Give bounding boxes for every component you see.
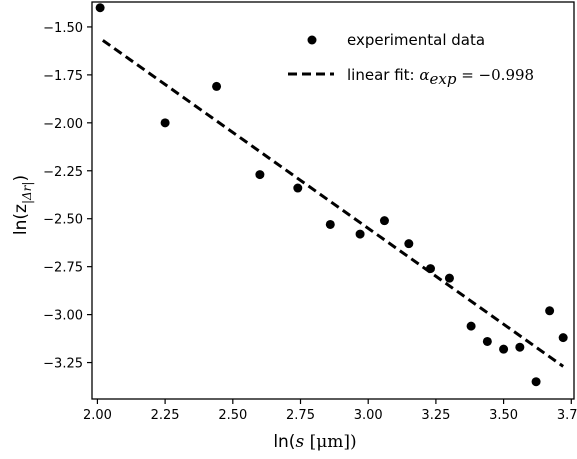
x-tick-label: 3.50 <box>489 408 518 423</box>
data-point <box>482 336 492 346</box>
data-point <box>466 321 476 331</box>
x-tick-label: 3.75 <box>557 408 577 423</box>
legend-label-points: experimental data <box>347 31 485 49</box>
y-tick-label: −1.75 <box>43 69 83 84</box>
y-tick-label: −1.50 <box>43 21 83 36</box>
data-point <box>255 170 265 180</box>
x-tick-label: 2.75 <box>286 408 315 423</box>
data-point <box>425 264 435 274</box>
data-point <box>515 342 525 352</box>
x-axis-title: ln(s [μm]) <box>273 432 356 452</box>
data-point <box>531 377 541 387</box>
x-tick-label: 2.00 <box>83 408 112 423</box>
data-point <box>379 216 389 226</box>
y-tick-label: −3.00 <box>43 309 83 324</box>
plot-frame <box>91 1 575 400</box>
data-point <box>160 118 170 128</box>
data-point <box>404 239 414 249</box>
y-tick-label: −3.25 <box>43 357 83 372</box>
y-tick-label: −2.75 <box>43 261 83 276</box>
x-tick-label: 2.25 <box>151 408 180 423</box>
fit-line-group <box>101 39 565 368</box>
data-point <box>212 81 222 91</box>
legend-marker-points <box>307 35 317 45</box>
x-tick-label: 2.50 <box>218 408 247 423</box>
x-tick-label: 3.25 <box>421 408 450 423</box>
y-tick-label: −2.00 <box>43 117 83 132</box>
data-point <box>444 273 454 283</box>
data-point <box>293 183 303 193</box>
data-point <box>545 306 555 316</box>
y-axis-title: ln(z|Δr|) <box>11 175 34 235</box>
data-point <box>325 219 335 229</box>
x-tick-label: 3.00 <box>354 408 383 423</box>
y-tick-label: −2.50 <box>43 213 83 228</box>
legend: experimental data linear fit: αexp = −0.… <box>288 31 534 88</box>
legend-label-fit: linear fit: αexp = −0.998 <box>347 66 534 88</box>
y-tick-label: −2.25 <box>43 165 83 180</box>
data-point <box>95 3 105 13</box>
data-point <box>355 229 365 239</box>
data-points-group <box>95 3 568 387</box>
data-point <box>558 333 568 343</box>
data-point <box>499 344 509 354</box>
fit-line <box>101 39 565 368</box>
y-ticks: −1.50 −1.75 −2.00 −2.25 −2.50 −2.75 −3.00 −3.25 <box>43 21 92 372</box>
x-ticks: 2.00 2.25 2.50 2.75 3.00 3.25 3.50 3.75 <box>83 399 577 423</box>
